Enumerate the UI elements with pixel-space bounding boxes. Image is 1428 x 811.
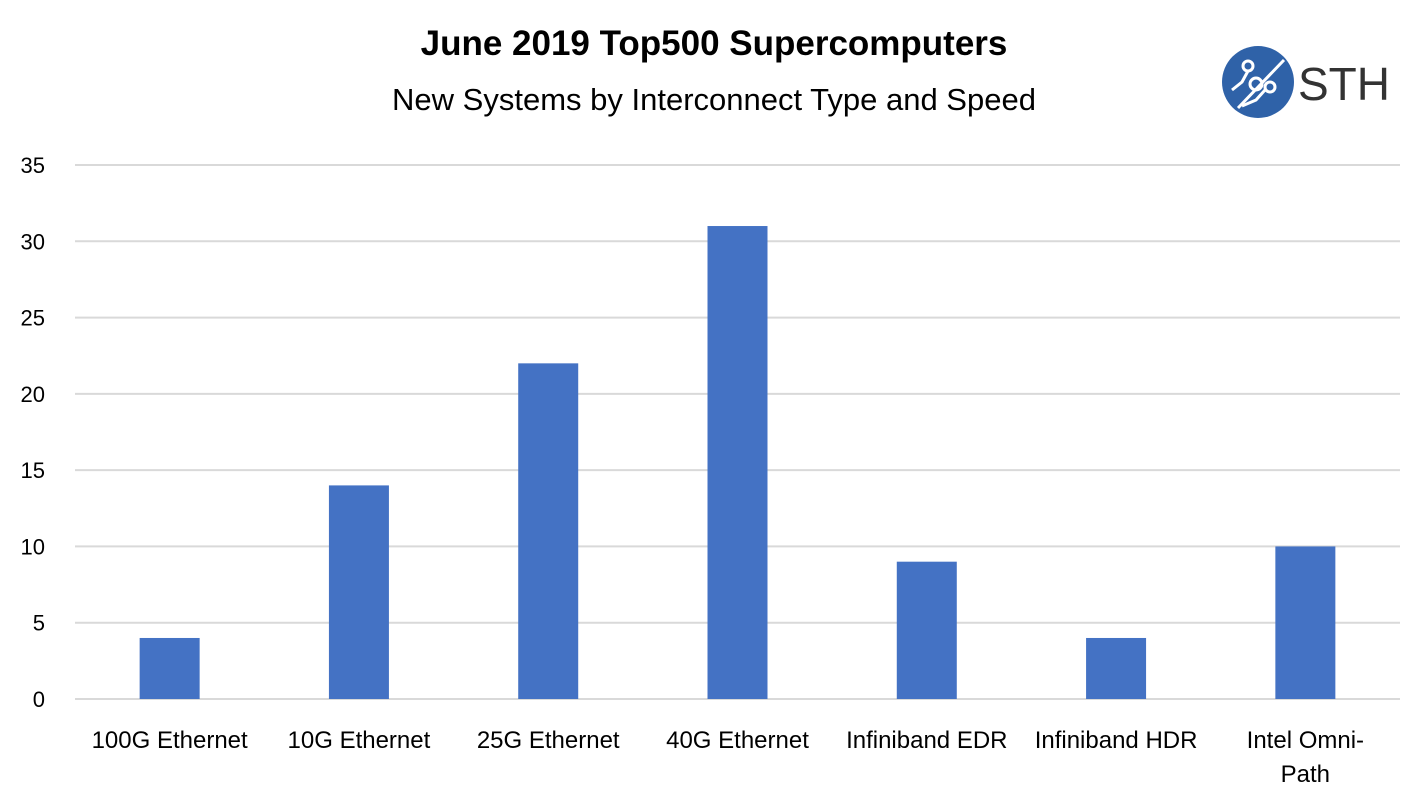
bar [707,226,768,699]
bar [896,561,957,699]
bar [139,637,200,699]
x-tick-label: 100G Ethernet [92,727,248,754]
y-tick-label: 30 [21,229,45,254]
x-tick-label: 25G Ethernet [477,727,620,754]
y-tick-label: 15 [21,458,45,483]
logo-text: STH [1298,58,1388,110]
chart-title: June 2019 Top500 Supercomputers [420,24,1008,63]
y-tick-label: 25 [21,306,45,331]
y-tick-label: 0 [33,687,45,712]
y-tick-label: 10 [21,534,45,559]
bar [518,363,579,699]
x-tick-label: Infiniband HDR [1035,727,1198,754]
bar [1275,546,1336,699]
chart-subtitle: New Systems by Interconnect Type and Spe… [392,82,1036,117]
y-tick-label: 20 [21,382,45,407]
x-tick-label: 10G Ethernet [288,727,431,754]
circuit-icon [1222,46,1294,118]
y-tick-label: 5 [33,611,45,636]
y-tick-label: 35 [21,153,45,178]
x-tick-label: 40G Ethernet [666,727,809,754]
x-tick-label: Intel Omni-Path [1247,727,1364,788]
bar [328,485,389,699]
bar [1086,637,1147,699]
sth-logo: STH [1222,46,1388,118]
x-tick-label: Infiniband EDR [846,727,1007,754]
